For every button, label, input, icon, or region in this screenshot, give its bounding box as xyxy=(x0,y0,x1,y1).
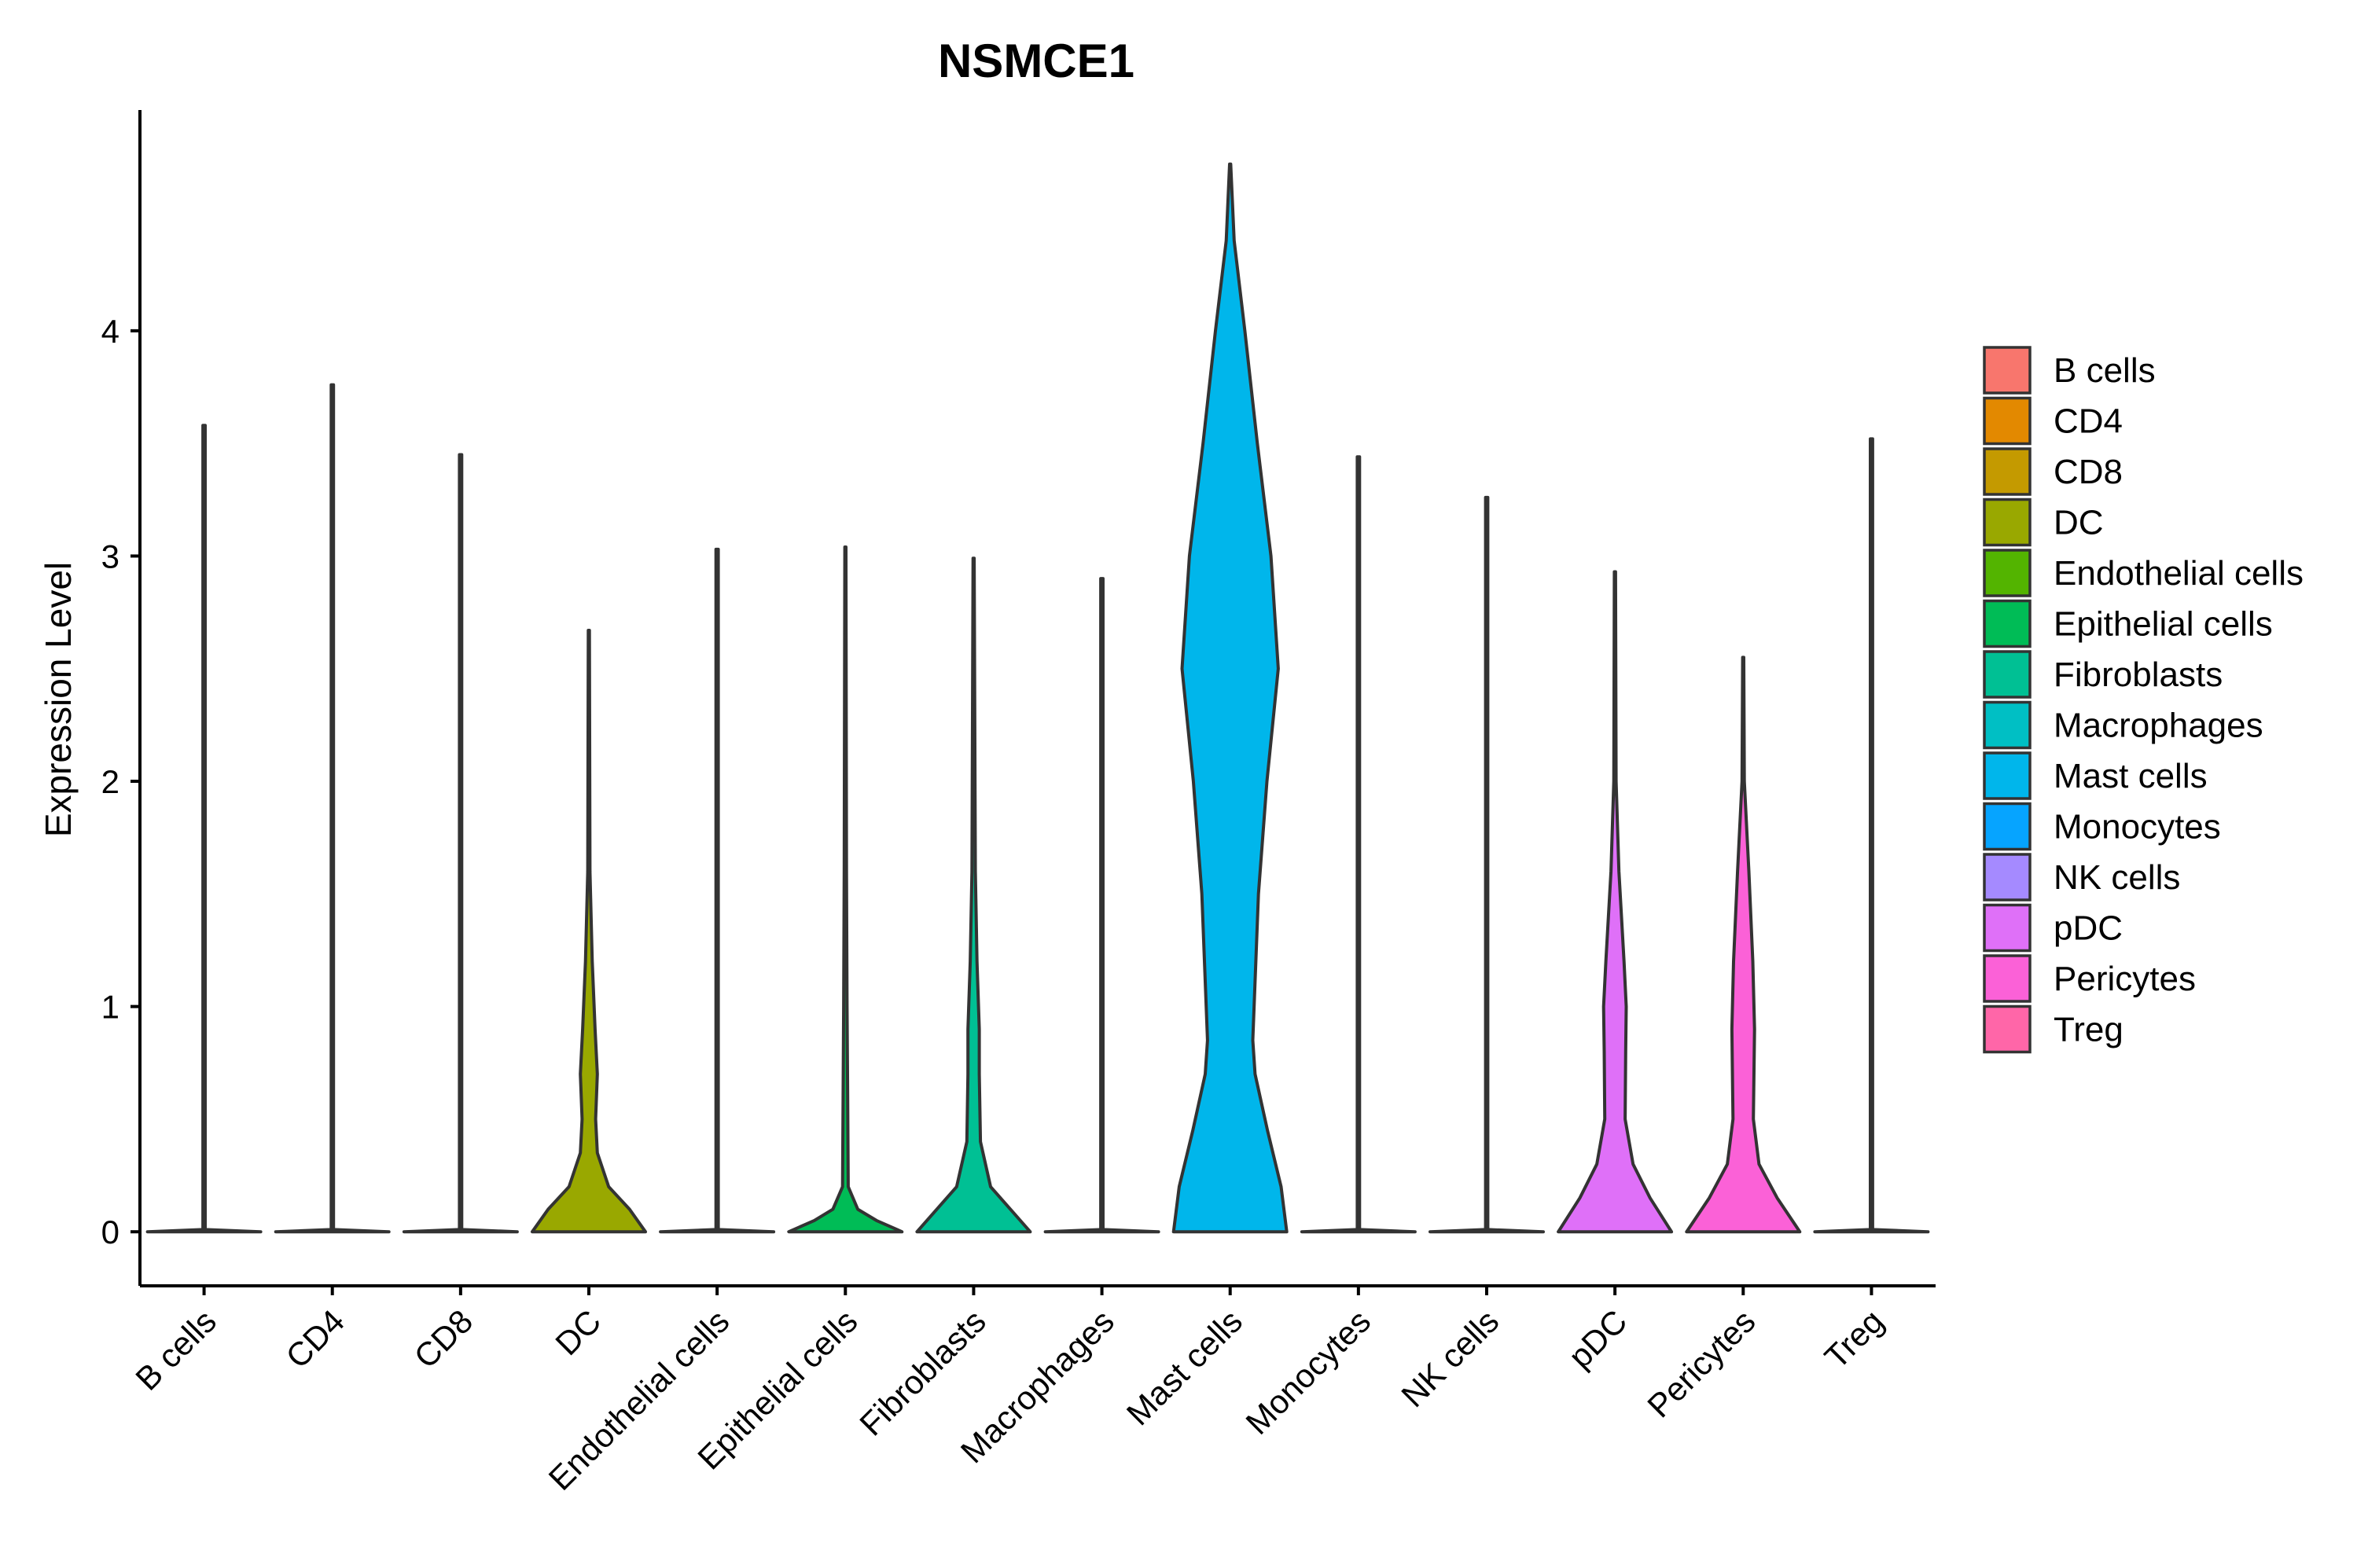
y-tick-label: 1 xyxy=(101,989,120,1026)
legend-key-nk-cells xyxy=(1983,853,2032,902)
y-axis: 0 1 2 3 4 xyxy=(101,110,142,1286)
violin-monocytes xyxy=(1300,455,1417,1234)
legend-label-endothelial-cells: Endothelial cells xyxy=(2054,554,2304,593)
legend-label-epithelial-cells: Epithelial cells xyxy=(2054,605,2273,644)
violin-nk-cells xyxy=(1429,495,1545,1234)
violin-epithelial-cells xyxy=(787,545,904,1234)
x-tick-label-dc: DC xyxy=(548,1302,608,1362)
violin-treg xyxy=(1813,437,1930,1234)
violin-mast-cells xyxy=(1171,162,1289,1234)
violin-pdc xyxy=(1557,570,1674,1234)
legend-key-fibroblasts xyxy=(1983,650,2032,699)
violin-endothelial-cells xyxy=(659,547,776,1234)
legend-label-fibroblasts: Fibroblasts xyxy=(2054,655,2223,694)
chart-title: NSMCE1 xyxy=(938,35,1134,87)
legend-label-b-cells: B cells xyxy=(2054,351,2156,390)
violin-macrophages xyxy=(1043,577,1160,1234)
y-tick-label: 0 xyxy=(101,1214,120,1250)
legend-key-mast-cells xyxy=(1983,751,2032,800)
legend-label-cd4: CD4 xyxy=(2054,402,2123,441)
legend-key-endothelial-cells xyxy=(1983,549,2032,597)
legend-key-dc xyxy=(1983,498,2032,547)
legend-key-b-cells xyxy=(1983,346,2032,395)
y-axis-title: Expression Level xyxy=(38,562,79,837)
legend-label-treg: Treg xyxy=(2054,1011,2123,1049)
violin-pericytes xyxy=(1685,655,1802,1234)
violin-fibroblasts xyxy=(915,556,1032,1234)
legend-label-mast-cells: Mast cells xyxy=(2054,757,2208,795)
legend-label-pericytes: Pericytes xyxy=(2054,960,2196,998)
violin-b-cells xyxy=(145,424,263,1234)
violin-cd4 xyxy=(274,383,391,1234)
x-tick-label-monocytes: Monocytes xyxy=(1238,1302,1377,1441)
legend-label-pdc: pDC xyxy=(2054,909,2123,948)
legend-label-monocytes: Monocytes xyxy=(2054,808,2221,846)
legend-key-monocytes xyxy=(1983,802,2032,851)
legend-key-epithelial-cells xyxy=(1983,599,2032,648)
legend-key-cd4 xyxy=(1983,396,2032,446)
legend: B cells CD4 CD8 DC Endothelial cells Epitheli… xyxy=(1983,346,2304,1054)
y-tick-label: 4 xyxy=(101,313,120,350)
y-tick-label: 2 xyxy=(101,763,120,800)
x-tick-label-b-cells: B cells xyxy=(128,1302,223,1397)
legend-label-cd8: CD8 xyxy=(2054,453,2123,491)
legend-label-macrophages: Macrophages xyxy=(2054,707,2263,745)
violin-dc xyxy=(531,629,647,1234)
x-tick-label-cd4: CD4 xyxy=(278,1302,351,1375)
y-tick-label: 3 xyxy=(101,538,120,575)
legend-label-nk-cells: NK cells xyxy=(2054,858,2180,897)
legend-key-pericytes xyxy=(1983,954,2032,1003)
x-tick-label-pdc: pDC xyxy=(1561,1302,1634,1375)
legend-key-cd8 xyxy=(1983,447,2032,496)
violin-cd8 xyxy=(402,453,519,1234)
x-tick-label-treg: Treg xyxy=(1818,1302,1891,1375)
x-tick-label-pericytes: Pericytes xyxy=(1640,1302,1762,1424)
violin-group xyxy=(145,162,1930,1234)
x-tick-label-nk-cells: NK cells xyxy=(1394,1302,1506,1414)
legend-label-dc: DC xyxy=(2054,504,2104,542)
x-tick-label-mast-cells: Mast cells xyxy=(1120,1302,1249,1432)
legend-key-macrophages xyxy=(1983,700,2032,750)
x-tick-label-fibroblasts: Fibroblasts xyxy=(852,1302,992,1442)
legend-key-treg xyxy=(1983,1004,2032,1054)
x-tick-label-cd8: CD8 xyxy=(407,1302,480,1375)
legend-key-pdc xyxy=(1983,903,2032,953)
